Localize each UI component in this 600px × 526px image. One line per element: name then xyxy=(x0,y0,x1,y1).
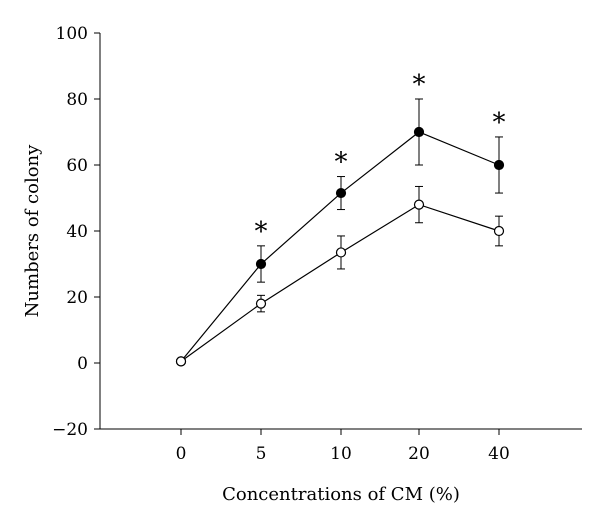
y-tick-label: 20 xyxy=(66,288,88,308)
series-2 xyxy=(175,185,505,367)
axes xyxy=(99,33,582,430)
significance-marker: * xyxy=(413,70,426,100)
significance-marker: * xyxy=(493,108,506,138)
y-tick-label: 100 xyxy=(56,24,88,44)
data-point xyxy=(255,298,267,309)
x-tick-label: 10 xyxy=(330,444,352,464)
y-ticks: −20 0 20 40 60 80 100 xyxy=(52,24,100,440)
x-axis-title: Concentrations of CM (%) xyxy=(222,484,460,505)
y-tick-label: 0 xyxy=(77,354,88,374)
significance-marker: * xyxy=(255,217,268,247)
x-tick-label: 5 xyxy=(256,444,267,464)
y-tick-label: 40 xyxy=(66,222,88,242)
data-point xyxy=(175,356,187,367)
series-1: * * * * xyxy=(175,70,506,367)
x-ticks: 0 5 10 20 40 xyxy=(176,429,510,464)
data-point xyxy=(493,159,505,171)
data-point xyxy=(335,247,347,258)
x-tick-label: 40 xyxy=(488,444,510,464)
x-tick-label: 0 xyxy=(176,444,187,464)
series-layer: * * * * xyxy=(175,70,506,367)
y-tick-label: 80 xyxy=(66,90,88,110)
data-point xyxy=(413,199,425,210)
y-tick-label: 60 xyxy=(66,156,88,176)
data-point xyxy=(413,126,425,138)
x-tick-label: 20 xyxy=(408,444,430,464)
y-tick-label: −20 xyxy=(52,420,88,440)
y-axis-title: Numbers of colony xyxy=(22,144,43,317)
series-line xyxy=(180,203,500,362)
significance-marker: * xyxy=(335,148,348,178)
data-point xyxy=(255,258,267,270)
data-point xyxy=(335,187,347,199)
data-point xyxy=(493,225,505,237)
